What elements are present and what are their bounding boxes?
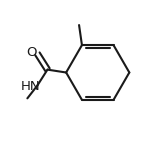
Text: O: O bbox=[26, 46, 37, 59]
Text: HN: HN bbox=[21, 80, 40, 93]
